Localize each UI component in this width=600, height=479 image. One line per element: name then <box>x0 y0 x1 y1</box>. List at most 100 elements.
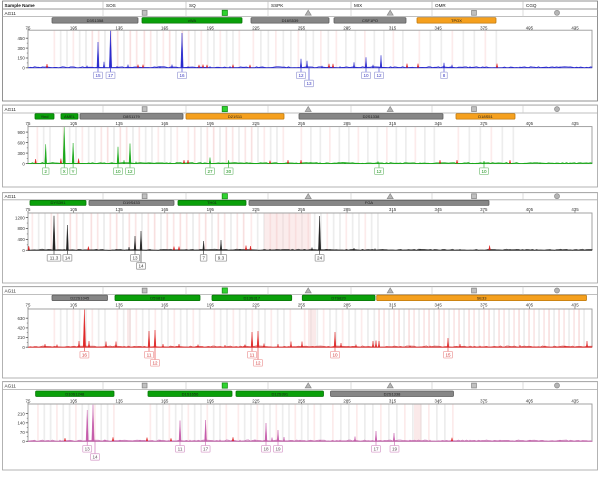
svg-text:255: 255 <box>298 207 306 212</box>
svg-text:D2S1338: D2S1338 <box>363 114 380 119</box>
svg-text:14: 14 <box>138 264 144 269</box>
svg-text:140: 140 <box>17 421 25 426</box>
svg-text:12: 12 <box>376 73 382 78</box>
svg-text:300: 300 <box>17 46 25 51</box>
svg-text:AMEL: AMEL <box>64 114 76 119</box>
svg-text:600: 600 <box>17 140 25 145</box>
svg-text:10: 10 <box>332 353 338 358</box>
svg-text:AG11: AG11 <box>5 11 17 16</box>
svg-text:19: 19 <box>275 447 281 452</box>
svg-text:SE33: SE33 <box>477 296 488 301</box>
svg-text:15: 15 <box>95 73 101 78</box>
svg-text:315: 315 <box>389 121 397 126</box>
svg-text:375: 375 <box>480 121 488 126</box>
svg-text:D8S1179: D8S1179 <box>123 114 140 119</box>
svg-text:400: 400 <box>17 237 25 242</box>
svg-text:420: 420 <box>17 326 25 331</box>
svg-text:13: 13 <box>132 256 138 261</box>
svg-text:405: 405 <box>526 303 534 308</box>
svg-text:0: 0 <box>22 248 25 253</box>
svg-text:11: 11 <box>178 447 183 452</box>
svg-text:14: 14 <box>92 455 98 460</box>
svg-text:AG11: AG11 <box>5 288 17 293</box>
svg-text:75: 75 <box>26 207 31 212</box>
svg-text:75: 75 <box>26 399 31 404</box>
svg-text:D5S818: D5S818 <box>150 296 165 301</box>
svg-text:450: 450 <box>17 36 25 41</box>
svg-text:105: 105 <box>70 399 78 404</box>
svg-text:435: 435 <box>571 303 579 308</box>
svg-text:D3S1358: D3S1358 <box>87 18 104 23</box>
svg-text:FGA: FGA <box>365 200 374 205</box>
svg-text:14: 14 <box>65 256 71 261</box>
svg-text:12: 12 <box>376 169 382 174</box>
svg-text:285: 285 <box>343 25 351 30</box>
svg-text:13: 13 <box>85 447 91 452</box>
svg-text:345: 345 <box>435 25 443 30</box>
svg-text:12: 12 <box>127 169 133 174</box>
svg-text:16: 16 <box>179 73 185 78</box>
svg-text:225: 225 <box>252 121 260 126</box>
svg-text:17: 17 <box>203 447 209 452</box>
svg-text:135: 135 <box>116 303 124 308</box>
svg-text:7: 7 <box>202 256 205 261</box>
svg-text:SQ: SQ <box>189 3 196 8</box>
svg-text:12: 12 <box>152 361 158 366</box>
svg-text:D1S1656: D1S1656 <box>182 391 199 396</box>
svg-text:405: 405 <box>526 399 534 404</box>
svg-text:165: 165 <box>161 207 169 212</box>
svg-text:165: 165 <box>161 25 169 30</box>
svg-text:D12S391: D12S391 <box>271 391 288 396</box>
svg-text:225: 225 <box>252 25 260 30</box>
svg-text:16: 16 <box>82 353 88 358</box>
svg-text:X: X <box>63 169 66 174</box>
svg-text:255: 255 <box>298 25 306 30</box>
svg-text:105: 105 <box>70 207 78 212</box>
svg-text:10: 10 <box>481 169 487 174</box>
svg-text:0: 0 <box>22 345 25 350</box>
svg-text:SSPK: SSPK <box>271 3 284 8</box>
svg-text:405: 405 <box>526 121 534 126</box>
svg-text:345: 345 <box>435 399 443 404</box>
svg-text:435: 435 <box>571 399 579 404</box>
svg-text:435: 435 <box>571 25 579 30</box>
svg-text:900: 900 <box>17 130 25 135</box>
svg-text:285: 285 <box>343 121 351 126</box>
svg-text:315: 315 <box>389 399 397 404</box>
svg-text:11: 11 <box>250 353 255 358</box>
svg-text:255: 255 <box>298 121 306 126</box>
svg-text:AG11: AG11 <box>5 194 17 199</box>
svg-text:375: 375 <box>480 25 488 30</box>
svg-text:vWA: vWA <box>188 18 197 23</box>
svg-text:D7S820: D7S820 <box>331 296 346 301</box>
svg-text:225: 225 <box>252 303 260 308</box>
svg-text:12: 12 <box>255 361 261 366</box>
svg-text:165: 165 <box>161 121 169 126</box>
svg-text:135: 135 <box>116 121 124 126</box>
svg-text:27: 27 <box>207 169 213 174</box>
svg-text:19: 19 <box>392 447 398 452</box>
svg-text:150: 150 <box>17 56 25 61</box>
svg-text:D13S317: D13S317 <box>243 296 260 301</box>
svg-text:195: 195 <box>207 25 215 30</box>
svg-text:30: 30 <box>226 169 232 174</box>
svg-text:255: 255 <box>298 399 306 404</box>
svg-text:315: 315 <box>389 207 397 212</box>
svg-text:AG11: AG11 <box>5 107 17 112</box>
svg-text:18: 18 <box>263 447 269 452</box>
svg-text:315: 315 <box>389 303 397 308</box>
svg-text:225: 225 <box>252 207 260 212</box>
svg-text:0: 0 <box>22 161 25 166</box>
svg-text:D19S433: D19S433 <box>123 200 140 205</box>
svg-text:D10S1248: D10S1248 <box>65 391 85 396</box>
svg-text:Yind: Yind <box>41 114 49 119</box>
svg-text:135: 135 <box>116 207 124 212</box>
svg-text:195: 195 <box>207 207 215 212</box>
svg-text:13: 13 <box>306 81 312 86</box>
svg-text:2: 2 <box>44 169 47 174</box>
svg-text:375: 375 <box>480 303 488 308</box>
svg-text:195: 195 <box>207 303 215 308</box>
svg-text:345: 345 <box>435 303 443 308</box>
svg-text:165: 165 <box>161 399 169 404</box>
svg-text:D22S1045: D22S1045 <box>70 296 90 301</box>
